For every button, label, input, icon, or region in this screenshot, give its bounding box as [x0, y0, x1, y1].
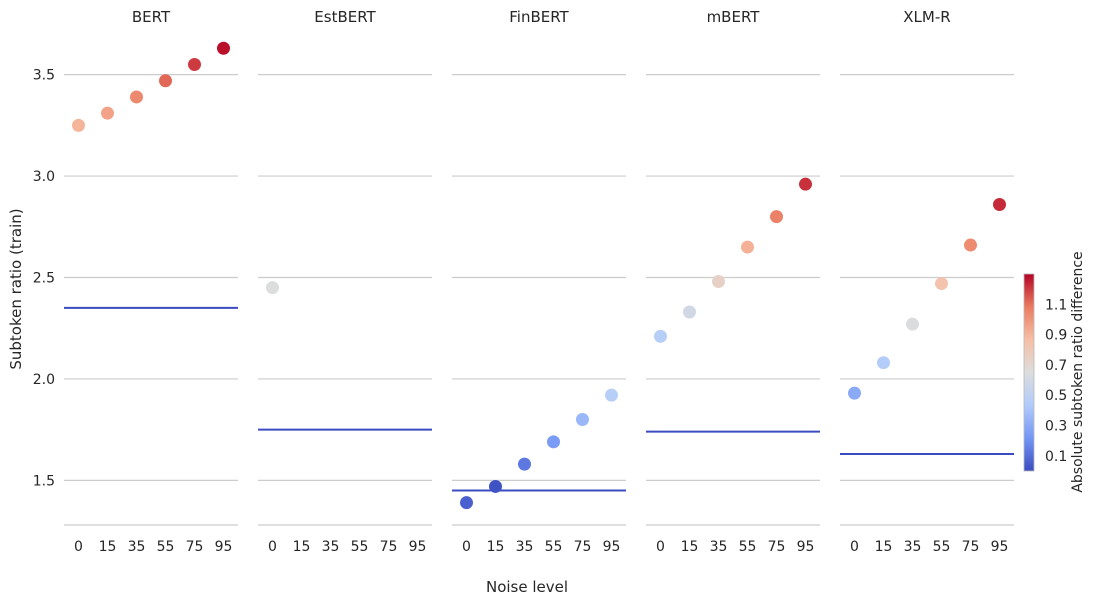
data-point [964, 238, 977, 252]
x-tick-label: 95 [215, 539, 233, 555]
x-tick-label: 55 [157, 539, 175, 555]
panel-estbert: EstBERT 0 15 35 55 75 95 [258, 8, 432, 555]
x-tick-label: 55 [545, 539, 563, 555]
colorbar: 0.1 0.3 0.5 0.7 0.9 1.1 [1023, 273, 1067, 472]
colorbar-gradient [1023, 273, 1035, 472]
x-tick-label: 15 [99, 539, 117, 555]
x-tick-label: 0 [656, 539, 665, 555]
data-point [547, 435, 560, 449]
data-point [217, 41, 230, 55]
x-tick-label: 35 [322, 539, 340, 555]
panels-group: BERT 1.5 2.0 2.5 3.0 3.5 0 15 35 55 75 95 EstBERT 0 15… [33, 8, 1014, 555]
x-tick-label: 35 [128, 539, 146, 555]
data-point [712, 275, 725, 289]
x-tick-label: 0 [850, 539, 859, 555]
y-axis-label: Subtoken ratio (train) [7, 208, 25, 369]
colorbar-tick-label: 0.5 [1045, 388, 1067, 404]
data-point [906, 317, 919, 331]
x-tick-label: 35 [516, 539, 534, 555]
y-tick-label: 2.0 [33, 372, 55, 388]
x-tick-label: 0 [462, 539, 471, 555]
x-axis-label: Noise level [486, 578, 568, 596]
data-point [799, 177, 812, 191]
colorbar-tick-label: 0.9 [1045, 328, 1067, 344]
data-point [848, 386, 861, 400]
y-tick-label: 3.0 [33, 169, 55, 185]
panel-title: BERT [132, 8, 171, 26]
x-tick-label: 75 [380, 539, 398, 555]
x-tick-label: 35 [904, 539, 922, 555]
panel-finbert: FinBERT 0 15 35 55 75 95 [452, 8, 626, 555]
x-tick-label: 15 [293, 539, 311, 555]
colorbar-tick-label: 0.1 [1045, 449, 1067, 465]
y-tick-label: 2.5 [33, 271, 55, 287]
data-point [188, 57, 201, 71]
data-point [576, 413, 589, 427]
x-tick-label: 55 [933, 539, 951, 555]
x-tick-label: 75 [768, 539, 786, 555]
data-point [935, 277, 948, 291]
x-tick-label: 0 [74, 539, 83, 555]
x-tick-label: 95 [409, 539, 427, 555]
data-point [654, 329, 667, 343]
data-point [101, 106, 114, 120]
panel-title: mBERT [707, 8, 761, 26]
data-point [877, 356, 890, 370]
data-point [72, 118, 85, 132]
y-tick-label: 1.5 [33, 473, 55, 489]
x-tick-label: 95 [603, 539, 621, 555]
panel-title: XLM-R [903, 8, 950, 26]
panel-title: EstBERT [314, 8, 376, 26]
x-tick-label: 15 [487, 539, 505, 555]
x-tick-label: 55 [351, 539, 369, 555]
data-point [993, 197, 1006, 211]
x-tick-label: 75 [574, 539, 592, 555]
x-tick-label: 15 [681, 539, 699, 555]
panel-title: FinBERT [509, 8, 569, 26]
x-tick-label: 0 [268, 539, 277, 555]
x-tick-label: 15 [875, 539, 893, 555]
colorbar-tick-label: 0.7 [1045, 358, 1067, 374]
colorbar-tick-label: 0.3 [1045, 419, 1067, 435]
data-point [130, 90, 143, 104]
data-point [266, 281, 279, 295]
x-tick-label: 55 [739, 539, 757, 555]
panel-xlm-r: XLM-R 0 15 35 55 75 95 [840, 8, 1014, 555]
data-point [460, 496, 473, 510]
x-tick-label: 95 [797, 539, 815, 555]
panel-mbert: mBERT 0 15 35 55 75 95 [646, 8, 820, 555]
x-tick-label: 35 [710, 539, 728, 555]
data-point [159, 74, 172, 88]
data-point [605, 388, 618, 402]
y-tick-label: 3.5 [33, 68, 55, 84]
colorbar-label: Absolute subtoken ratio difference [1070, 251, 1086, 492]
data-point [770, 210, 783, 224]
x-tick-label: 75 [186, 539, 204, 555]
colorbar-tick-label: 1.1 [1045, 297, 1067, 313]
data-point [741, 240, 754, 254]
x-tick-label: 75 [962, 539, 980, 555]
panel-bert: BERT 1.5 2.0 2.5 3.0 3.5 0 15 35 55 75 95 [33, 8, 238, 555]
x-tick-label: 95 [991, 539, 1009, 555]
data-point [518, 457, 531, 471]
data-point [683, 305, 696, 319]
data-point [489, 479, 502, 493]
